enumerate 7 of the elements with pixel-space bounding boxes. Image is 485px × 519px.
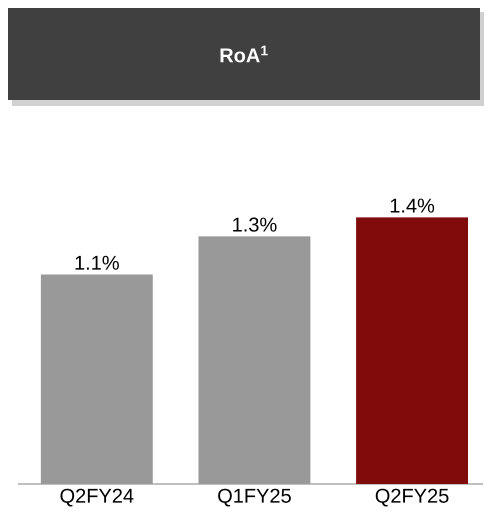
data-label: 1.3% [233, 218, 277, 232]
x-tick-label: Q1FY25 [218, 488, 291, 506]
chart-title: RoA$^{1}$ [220, 46, 268, 62]
data-label: 1.4% [390, 198, 434, 213]
data-label: 1.1% [76, 256, 119, 270]
x-tick-label: Q2FY25 [376, 488, 448, 506]
x-tick-label: Q2FY24 [60, 488, 134, 506]
